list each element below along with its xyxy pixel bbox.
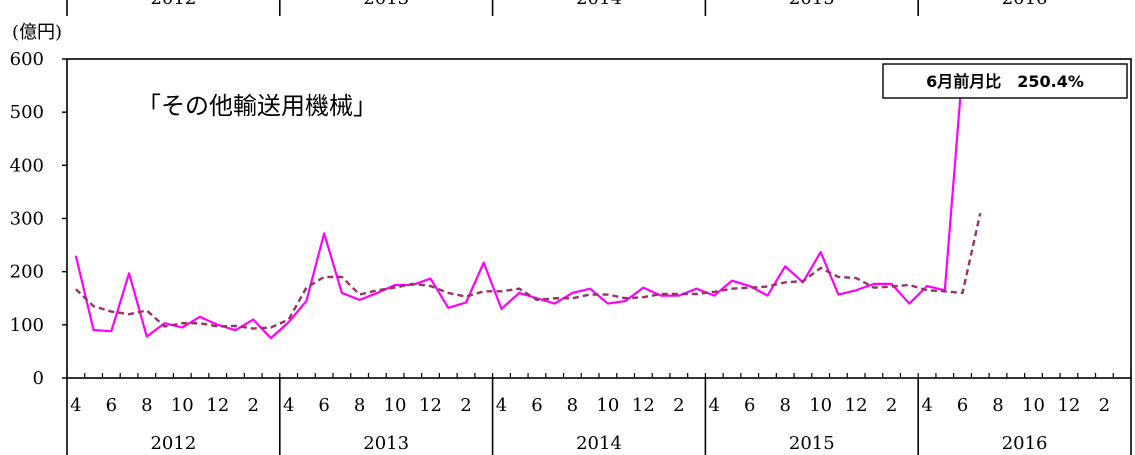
x-year-label: 2012 <box>150 433 196 454</box>
x-year-label: 2013 <box>363 433 409 454</box>
chart-title: 「その他輸送用機械」 <box>137 92 377 120</box>
series-group <box>74 69 982 340</box>
x-month-label: 2 <box>460 395 471 416</box>
x-month-label: 4 <box>496 395 507 416</box>
x-month-label: 4 <box>921 395 932 416</box>
x-month-label: 6 <box>106 395 117 416</box>
x-month-label: 6 <box>318 395 329 416</box>
x-month-label: 12 <box>1057 395 1080 416</box>
top-year-strip: 2012 2013 2014 2015 2016 <box>66 0 1048 16</box>
x-month-label: 12 <box>632 395 655 416</box>
y-tick-label: 500 <box>10 102 44 123</box>
x-month-label: 4 <box>709 395 720 416</box>
y-axis-unit-label: (億円) <box>12 22 62 43</box>
top-year-label: 2013 <box>363 0 409 9</box>
annotation-text: 6月前月比 250.4% <box>926 72 1084 91</box>
top-year-label: 2015 <box>789 0 835 9</box>
y-tick-label: 200 <box>10 262 44 283</box>
x-month-label: 6 <box>957 395 968 416</box>
x-month-label: 2 <box>886 395 897 416</box>
y-tick-label: 300 <box>10 209 44 230</box>
top-year-label: 2014 <box>576 0 622 9</box>
top-year-label: 2012 <box>150 0 196 9</box>
top-year-label: 2016 <box>1002 0 1048 9</box>
x-month-label: 2 <box>673 395 684 416</box>
x-month-label: 12 <box>845 395 868 416</box>
x-year-label: 2014 <box>576 433 622 454</box>
x-month-label: 8 <box>992 395 1003 416</box>
x-month-label: 8 <box>141 395 152 416</box>
y-tick-label: 400 <box>10 155 44 176</box>
x-month-label: 10 <box>596 395 619 416</box>
x-month-label: 2 <box>1099 395 1110 416</box>
x-month-label: 6 <box>744 395 755 416</box>
x-year-label: 2015 <box>789 433 835 454</box>
x-month-label: 4 <box>283 395 294 416</box>
y-tick-label: 100 <box>10 315 44 336</box>
x-month-label: 8 <box>354 395 365 416</box>
x-month-label: 2 <box>247 395 258 416</box>
x-month-label: 10 <box>809 395 832 416</box>
x-month-label: 6 <box>531 395 542 416</box>
y-tick-label: 0 <box>33 368 44 389</box>
x-year-label: 2016 <box>1002 433 1048 454</box>
x-month-label: 4 <box>70 395 81 416</box>
x-month-label: 12 <box>206 395 229 416</box>
x-month-label: 12 <box>419 395 442 416</box>
series-line-dashed <box>75 212 982 330</box>
x-month-label: 10 <box>171 395 194 416</box>
x-month-label: 8 <box>567 395 578 416</box>
x-month-label: 10 <box>1022 395 1045 416</box>
x-month-label: 10 <box>384 395 407 416</box>
annotation-box: 6月前月比 250.4% <box>882 63 1128 99</box>
y-axis-ticks: 0 100 200 300 400 500 600 <box>10 49 67 389</box>
y-tick-label: 600 <box>10 49 44 70</box>
x-month-label: 8 <box>779 395 790 416</box>
